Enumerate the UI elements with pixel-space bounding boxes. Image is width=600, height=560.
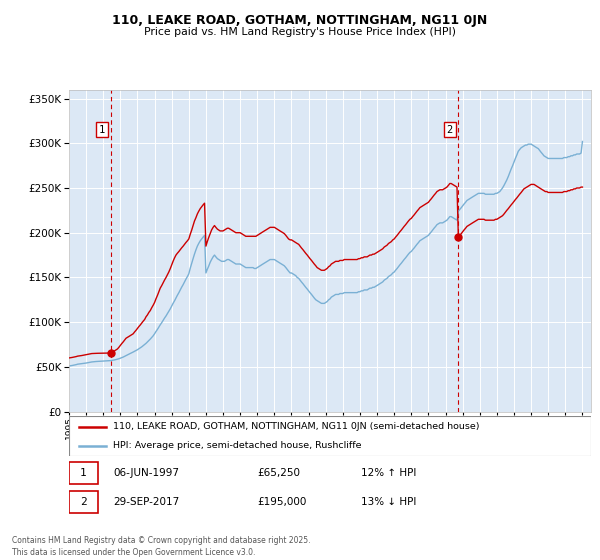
FancyBboxPatch shape bbox=[69, 491, 98, 514]
Text: Contains HM Land Registry data © Crown copyright and database right 2025.
This d: Contains HM Land Registry data © Crown c… bbox=[12, 536, 311, 557]
Text: £65,250: £65,250 bbox=[257, 468, 300, 478]
Text: 1: 1 bbox=[99, 125, 106, 135]
Text: 110, LEAKE ROAD, GOTHAM, NOTTINGHAM, NG11 0JN: 110, LEAKE ROAD, GOTHAM, NOTTINGHAM, NG1… bbox=[112, 14, 488, 27]
Text: 2: 2 bbox=[446, 125, 453, 135]
FancyBboxPatch shape bbox=[69, 461, 98, 484]
Text: 1: 1 bbox=[80, 468, 86, 478]
FancyBboxPatch shape bbox=[69, 416, 591, 456]
Text: 2: 2 bbox=[80, 497, 86, 507]
Text: HPI: Average price, semi-detached house, Rushcliffe: HPI: Average price, semi-detached house,… bbox=[113, 441, 362, 450]
Text: £195,000: £195,000 bbox=[257, 497, 306, 507]
Text: 29-SEP-2017: 29-SEP-2017 bbox=[113, 497, 179, 507]
Text: 110, LEAKE ROAD, GOTHAM, NOTTINGHAM, NG11 0JN (semi-detached house): 110, LEAKE ROAD, GOTHAM, NOTTINGHAM, NG1… bbox=[113, 422, 480, 431]
Text: 06-JUN-1997: 06-JUN-1997 bbox=[113, 468, 179, 478]
Text: Price paid vs. HM Land Registry's House Price Index (HPI): Price paid vs. HM Land Registry's House … bbox=[144, 27, 456, 37]
Text: 12% ↑ HPI: 12% ↑ HPI bbox=[361, 468, 416, 478]
Text: 13% ↓ HPI: 13% ↓ HPI bbox=[361, 497, 416, 507]
